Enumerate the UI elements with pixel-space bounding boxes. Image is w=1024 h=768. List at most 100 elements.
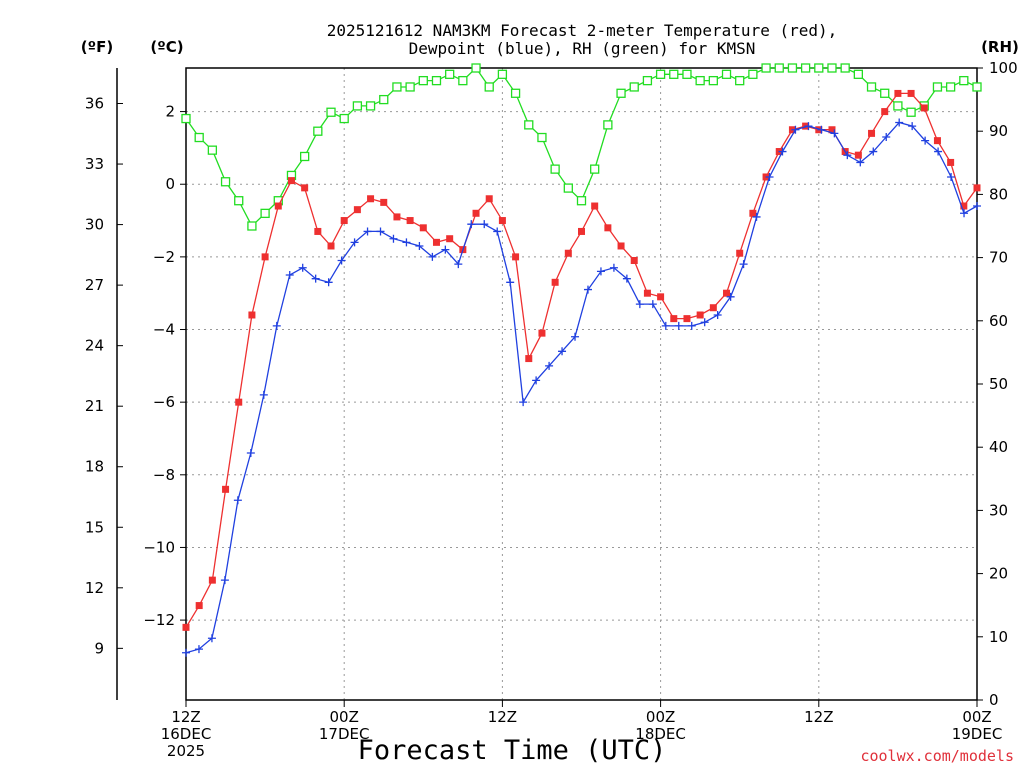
rh-point [299,151,310,162]
rh-point [629,82,639,92]
temperature-point [933,137,941,145]
temperature-point [723,289,731,297]
time-tick-label: 12Z [488,708,517,726]
dewpoint-point [363,227,372,236]
time-tick-label: 19DEC [952,725,1003,743]
dewpoint-point [908,122,917,131]
time-tick-label: 2025 [167,742,205,760]
rh-unit-label: (RH) [981,38,1019,56]
temperature-point [854,151,862,159]
temperature-point [643,289,651,297]
celsius-tick-label: −6 [153,393,175,411]
rh-point [932,82,943,92]
dewpoint-point [869,147,878,156]
temperature-point [683,315,691,323]
temperature-point [578,227,585,235]
dewpoint-point [817,125,826,134]
dewpoint-point [545,361,554,370]
rh-point [708,75,718,86]
temperature-point [380,198,388,206]
dewpoint-point [726,292,735,301]
temperature-point [960,202,968,210]
rh-point [181,113,191,124]
rh-tick-label: 30 [989,501,1008,519]
temperature-point [894,89,902,97]
dewpoint-point [856,158,865,167]
dewpoint-point [558,347,567,356]
dewpoint-point [713,310,722,319]
rh-tick-label: 80 [989,185,1008,203]
temperature-point [222,485,230,493]
rh-point [827,63,837,73]
dewpoint-point [960,209,969,218]
time-tick-label: 17DEC [319,725,370,743]
temperature-point [564,249,572,257]
rh-point [550,164,560,174]
temperature-point [525,355,533,363]
dewpoint-point [389,234,398,243]
dewpoint-point [973,202,981,211]
dewpoint-point [350,238,359,247]
rh-point [220,177,231,187]
temperature-point [406,217,414,225]
temperature-point [419,224,427,232]
dewpoint-point [376,227,385,236]
dewpoint-point [532,376,541,385]
temperature-point [604,224,612,232]
dewpoint-point [506,278,515,287]
temperature-point [261,253,269,261]
dewpoint-point [467,220,476,229]
temperature-point [301,184,309,192]
dewpoint-point [687,321,696,330]
fahrenheit-tick-label: 27 [85,276,104,294]
fahrenheit-tick-label: 30 [85,216,104,234]
temperature-point [446,235,454,243]
rh-series [181,63,982,231]
celsius-tick-label: −10 [143,538,175,556]
temperature-point [208,576,216,584]
fahrenheit-tick-label: 24 [85,337,104,355]
temperature-point [696,311,704,319]
credit-text: coolwx.com/models [860,747,1014,765]
rh-point [365,101,376,111]
dewpoint-point [441,245,450,254]
temperature-point [538,329,546,337]
rh-tick-label: 90 [989,122,1008,140]
rh-point [959,75,969,86]
rh-point [880,88,890,98]
rh-point [207,145,218,155]
time-tick-label: 12Z [171,708,200,726]
dewpoint-point [493,227,502,236]
rh-tick-label: 60 [989,312,1008,330]
temperature-point [393,213,401,221]
rh-point [893,101,903,111]
rh-point [445,69,455,79]
rh-point [524,120,534,130]
rh-point [326,107,336,117]
temperature-point [340,217,348,225]
temperature-point [512,253,520,261]
rh-point [721,69,732,79]
dewpoint-point [596,267,605,276]
celsius-tick-label: −12 [143,611,175,629]
temperature-point [248,311,256,319]
temperature-point [327,242,335,250]
rh-axis-ticks: 0 10 20 30 40 50 60 70 80 90 100 [977,59,1018,709]
celsius-tick-label: 2 [165,103,175,121]
dewpoint-point [519,398,528,407]
dewpoint-point [739,260,748,269]
dewpoint-point [233,496,242,505]
dewpoint-point [791,125,800,134]
temperature-series [182,89,981,631]
dewpoint-point [843,151,852,160]
dewpoint-point [635,300,644,309]
dewpoint-point [804,122,813,131]
dewpoint-point [609,263,618,272]
temperature-point [472,209,480,217]
temperature-point [868,129,876,137]
time-tick-label: 18DEC [635,725,686,743]
dewpoint-point [778,147,787,156]
fahrenheit-axis-ticks: 36 33 30 27 24 21 18 15 12 9 [85,95,123,657]
dewpoint-point [571,332,580,341]
dewpoint-point [752,212,761,221]
